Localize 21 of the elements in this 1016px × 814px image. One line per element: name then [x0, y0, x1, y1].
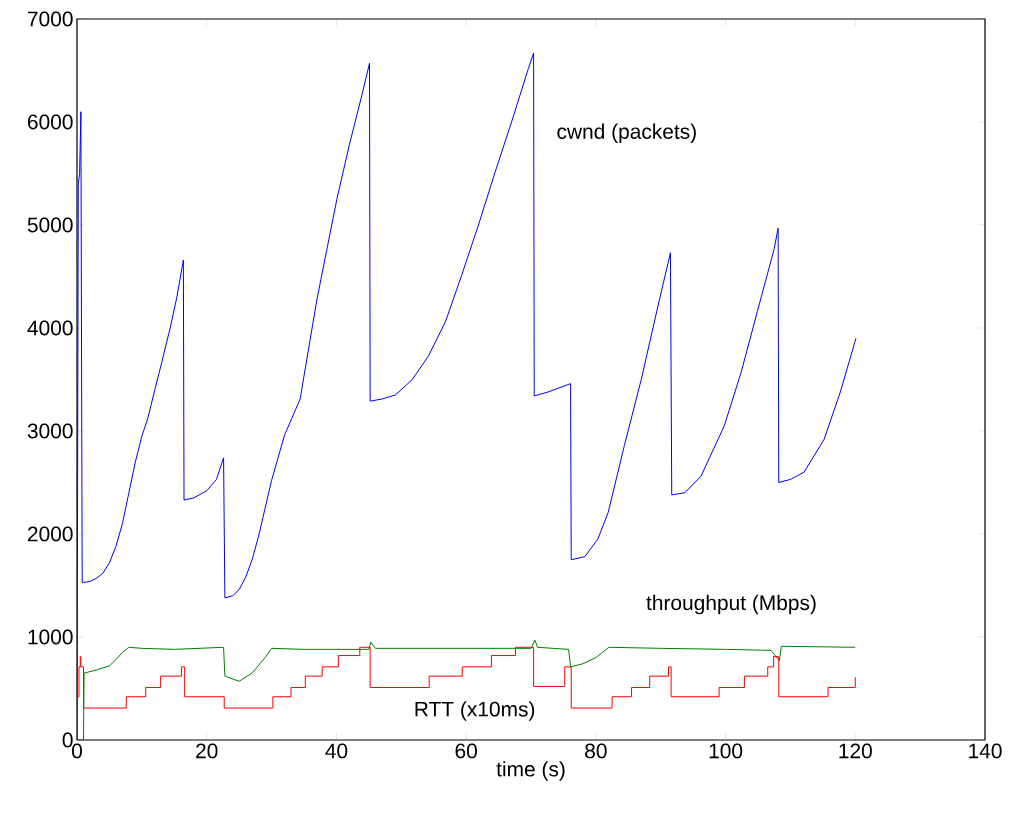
- line-series: [77, 52, 857, 740]
- y-tick-label: 3000: [27, 423, 73, 439]
- y-tick-label: 2000: [27, 526, 73, 542]
- x-tick-label: 80: [585, 743, 607, 759]
- x-tick-label: 20: [196, 743, 218, 759]
- y-tick-label: 5000: [27, 217, 73, 233]
- line-series: [78, 639, 856, 740]
- x-tick-label: 40: [325, 743, 348, 759]
- x-tick-label: 60: [455, 743, 477, 759]
- x-axis-title: time (s): [496, 761, 565, 781]
- y-tick-label: 0: [62, 732, 73, 748]
- y-tick-label: 6000: [28, 114, 73, 130]
- x-tick-label: 120: [839, 743, 872, 759]
- series-label: cwnd (packets): [557, 123, 696, 144]
- series-label: RTT (x10ms): [415, 701, 535, 721]
- x-tick-label: 100: [709, 743, 743, 759]
- y-tick-label: 1000: [28, 629, 73, 645]
- y-tick-label: 7000: [28, 11, 73, 27]
- x-tick-label: 140: [969, 743, 1002, 759]
- y-tick-label: 4000: [27, 320, 73, 336]
- series-label: throughput (Mbps): [646, 594, 816, 615]
